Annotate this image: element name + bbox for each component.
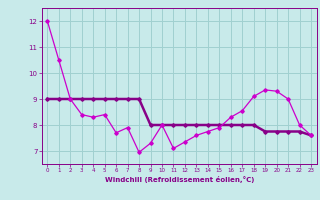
X-axis label: Windchill (Refroidissement éolien,°C): Windchill (Refroidissement éolien,°C)	[105, 176, 254, 183]
